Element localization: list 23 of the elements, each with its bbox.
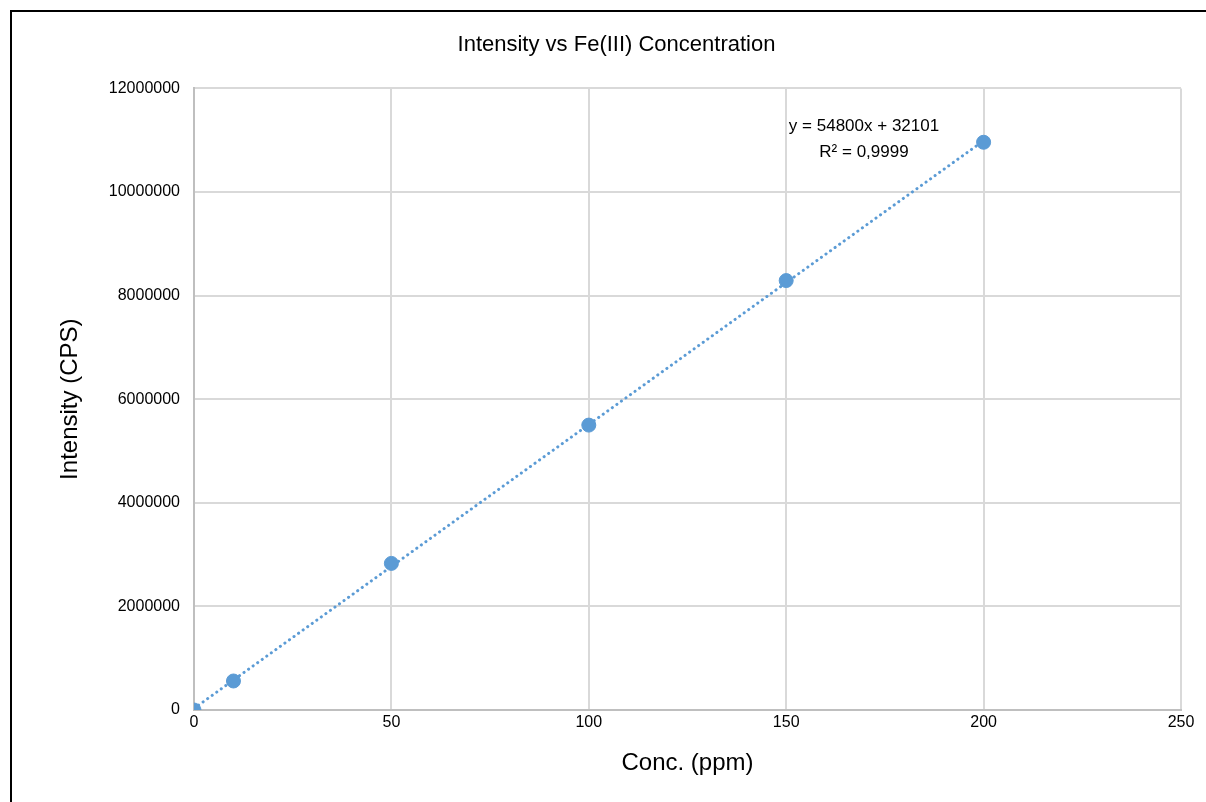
y-tick-label: 10000000	[108, 182, 181, 200]
y-tick-label: 2000000	[117, 596, 181, 614]
annotation: y = 54800x + 32101	[788, 116, 940, 136]
x-axis-title: Conc. (ppm)	[621, 748, 754, 776]
y-tick-label: 6000000	[117, 389, 181, 407]
annotation: R² = 0,9999	[819, 142, 909, 162]
x-tick-label: 0	[189, 713, 199, 731]
y-axis-title: Intensity (CPS)	[55, 318, 83, 480]
point	[225, 673, 241, 689]
y-tick-label: 12000000	[108, 78, 181, 96]
x-tick-label: 200	[970, 713, 998, 731]
point	[976, 134, 992, 150]
y-tick-label: 4000000	[117, 493, 181, 511]
x-tick-label: 150	[772, 713, 800, 731]
y-tick-label: 8000000	[117, 286, 181, 304]
y-tick-label: 0	[171, 700, 181, 718]
point	[581, 417, 597, 433]
x-tick-label: 100	[575, 713, 603, 731]
chart-title: Intensity vs Fe(III) Concentration	[457, 31, 776, 57]
x-tick-label: 50	[382, 713, 401, 731]
point	[778, 273, 794, 289]
x-tick-label: 250	[1167, 713, 1195, 731]
point	[383, 555, 399, 571]
